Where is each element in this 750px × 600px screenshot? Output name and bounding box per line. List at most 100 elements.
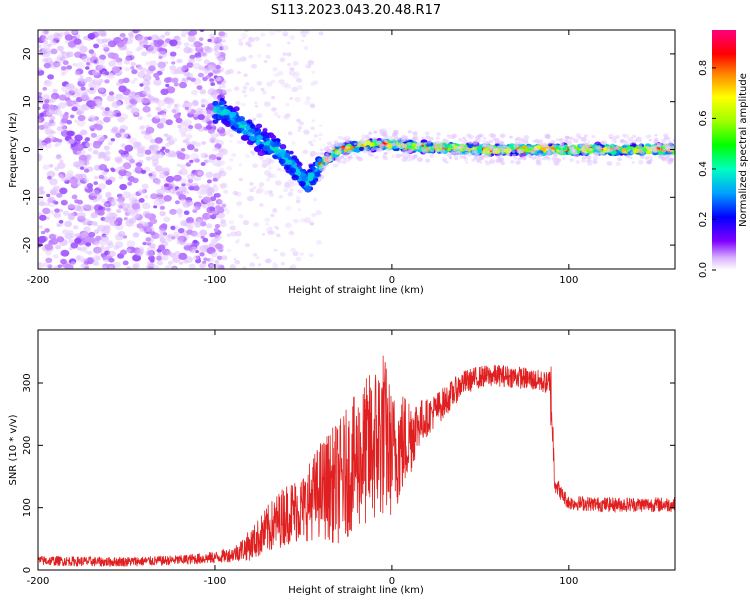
heatmap-cell	[199, 230, 207, 237]
heatmap-cell	[460, 143, 464, 146]
heatmap-cell	[193, 220, 199, 225]
heatmap-cell	[126, 50, 133, 56]
heatmap-cell	[55, 154, 63, 161]
heatmap-cell	[337, 135, 343, 140]
heatmap-cell	[180, 220, 188, 227]
heatmap-cell	[163, 195, 172, 202]
heatmap-cell	[384, 144, 389, 148]
heatmap-cell	[156, 255, 163, 261]
heatmap-cell	[362, 149, 368, 154]
heatmap-cell	[194, 52, 202, 59]
heatmap-cell	[46, 193, 51, 198]
heatmap-cell	[185, 133, 193, 140]
heatmap-cell	[308, 168, 313, 173]
heatmap-cell	[287, 191, 294, 197]
heatmap-cell	[109, 266, 114, 269]
heatmap-cell	[266, 81, 273, 87]
heatmap-cell	[98, 174, 105, 180]
heatmap-cell	[215, 52, 221, 58]
heatmap-cell	[467, 152, 473, 157]
heatmap-cell	[248, 86, 256, 92]
heatmap-cell	[199, 252, 205, 257]
heatmap-cell	[289, 188, 294, 192]
heatmap-cell	[374, 147, 379, 151]
heatmap-cell	[542, 157, 547, 161]
heatmap-cell	[92, 198, 98, 203]
heatmap-cell	[611, 146, 617, 151]
heatmap-cell	[611, 138, 617, 143]
heatmap-cell	[97, 65, 104, 70]
heatmap-cell	[229, 225, 236, 231]
heatmap-cell	[64, 34, 73, 41]
heatmap-cell	[188, 125, 194, 129]
heatmap-cell	[47, 74, 54, 80]
heatmap-cell	[71, 194, 78, 200]
heatmap-cell	[145, 156, 152, 161]
heatmap-cell	[99, 240, 107, 246]
heatmap-cell	[296, 161, 303, 168]
heatmap-cell	[38, 235, 47, 243]
heatmap-cell	[44, 128, 54, 135]
heatmap-cell	[216, 255, 223, 260]
heatmap-cell	[592, 151, 599, 157]
heatmap-cell	[530, 149, 536, 154]
heatmap-cell	[119, 131, 129, 139]
heatmap-cell	[496, 146, 501, 150]
heatmap-cell	[164, 148, 170, 153]
heatmap-cell	[61, 72, 66, 76]
heatmap-cell	[42, 94, 50, 100]
heatmap-cell	[279, 144, 287, 150]
heatmap-cell	[202, 76, 208, 82]
heatmap-cell	[97, 209, 105, 216]
heatmap-cell	[38, 200, 46, 207]
heatmap-cell	[66, 170, 74, 176]
heatmap-cell	[51, 94, 57, 99]
heatmap-cell	[229, 121, 234, 125]
heatmap-cell	[168, 181, 175, 186]
heatmap-cell	[247, 43, 253, 48]
heatmap-cell	[62, 210, 70, 216]
heatmap-cell	[165, 83, 170, 88]
heatmap-cell	[67, 203, 75, 209]
colorbar-tick-label: 0.8	[698, 60, 709, 76]
heatmap-cell	[155, 181, 161, 185]
heatmap-cell	[84, 249, 89, 254]
heatmap-cell	[630, 151, 635, 155]
heatmap-cell	[241, 89, 247, 94]
heatmap-cell	[253, 222, 260, 228]
heatmap-cell	[103, 116, 111, 123]
heatmap-cell	[69, 86, 78, 93]
heatmap-cell	[70, 261, 76, 266]
heatmap-cell	[192, 209, 198, 213]
heatmap-cell	[209, 206, 216, 212]
heatmap-cell	[42, 124, 49, 130]
heatmap-cell	[307, 60, 315, 66]
heatmap-cell	[151, 149, 159, 155]
heatmap-cell	[153, 98, 161, 104]
colorbar: 0.0 0.2 0.4 0.6 0.8 Normalized spectral ampl…	[698, 30, 749, 278]
heatmap-cell	[298, 208, 302, 211]
heatmap-cell	[150, 34, 160, 42]
heatmap-cell	[279, 252, 286, 257]
heatmap-cell	[340, 155, 345, 159]
heatmap-cell	[171, 61, 176, 65]
heatmap-cell	[313, 197, 318, 202]
heatmap-cell	[219, 106, 224, 111]
heatmap-cell	[287, 131, 293, 136]
heatmap-cell	[308, 140, 313, 145]
heatmap-cell	[270, 173, 277, 179]
heatmap-cell	[122, 260, 129, 266]
heatmap-cell	[319, 152, 325, 156]
heatmap-cell	[174, 67, 183, 74]
heatmap-cell	[94, 98, 103, 105]
heatmap-cell	[273, 248, 278, 252]
heatmap-cell	[54, 208, 60, 213]
heatmap-cell	[421, 136, 425, 140]
heatmap-cell	[268, 159, 275, 164]
heatmap-cell	[575, 160, 581, 164]
heatmap-cell	[177, 58, 183, 64]
heatmap-cell	[179, 178, 188, 185]
heatmap-cell	[178, 194, 187, 201]
heatmap-cell	[253, 127, 259, 132]
snr-ylabel: SNR (10 * v/v)	[8, 414, 19, 485]
